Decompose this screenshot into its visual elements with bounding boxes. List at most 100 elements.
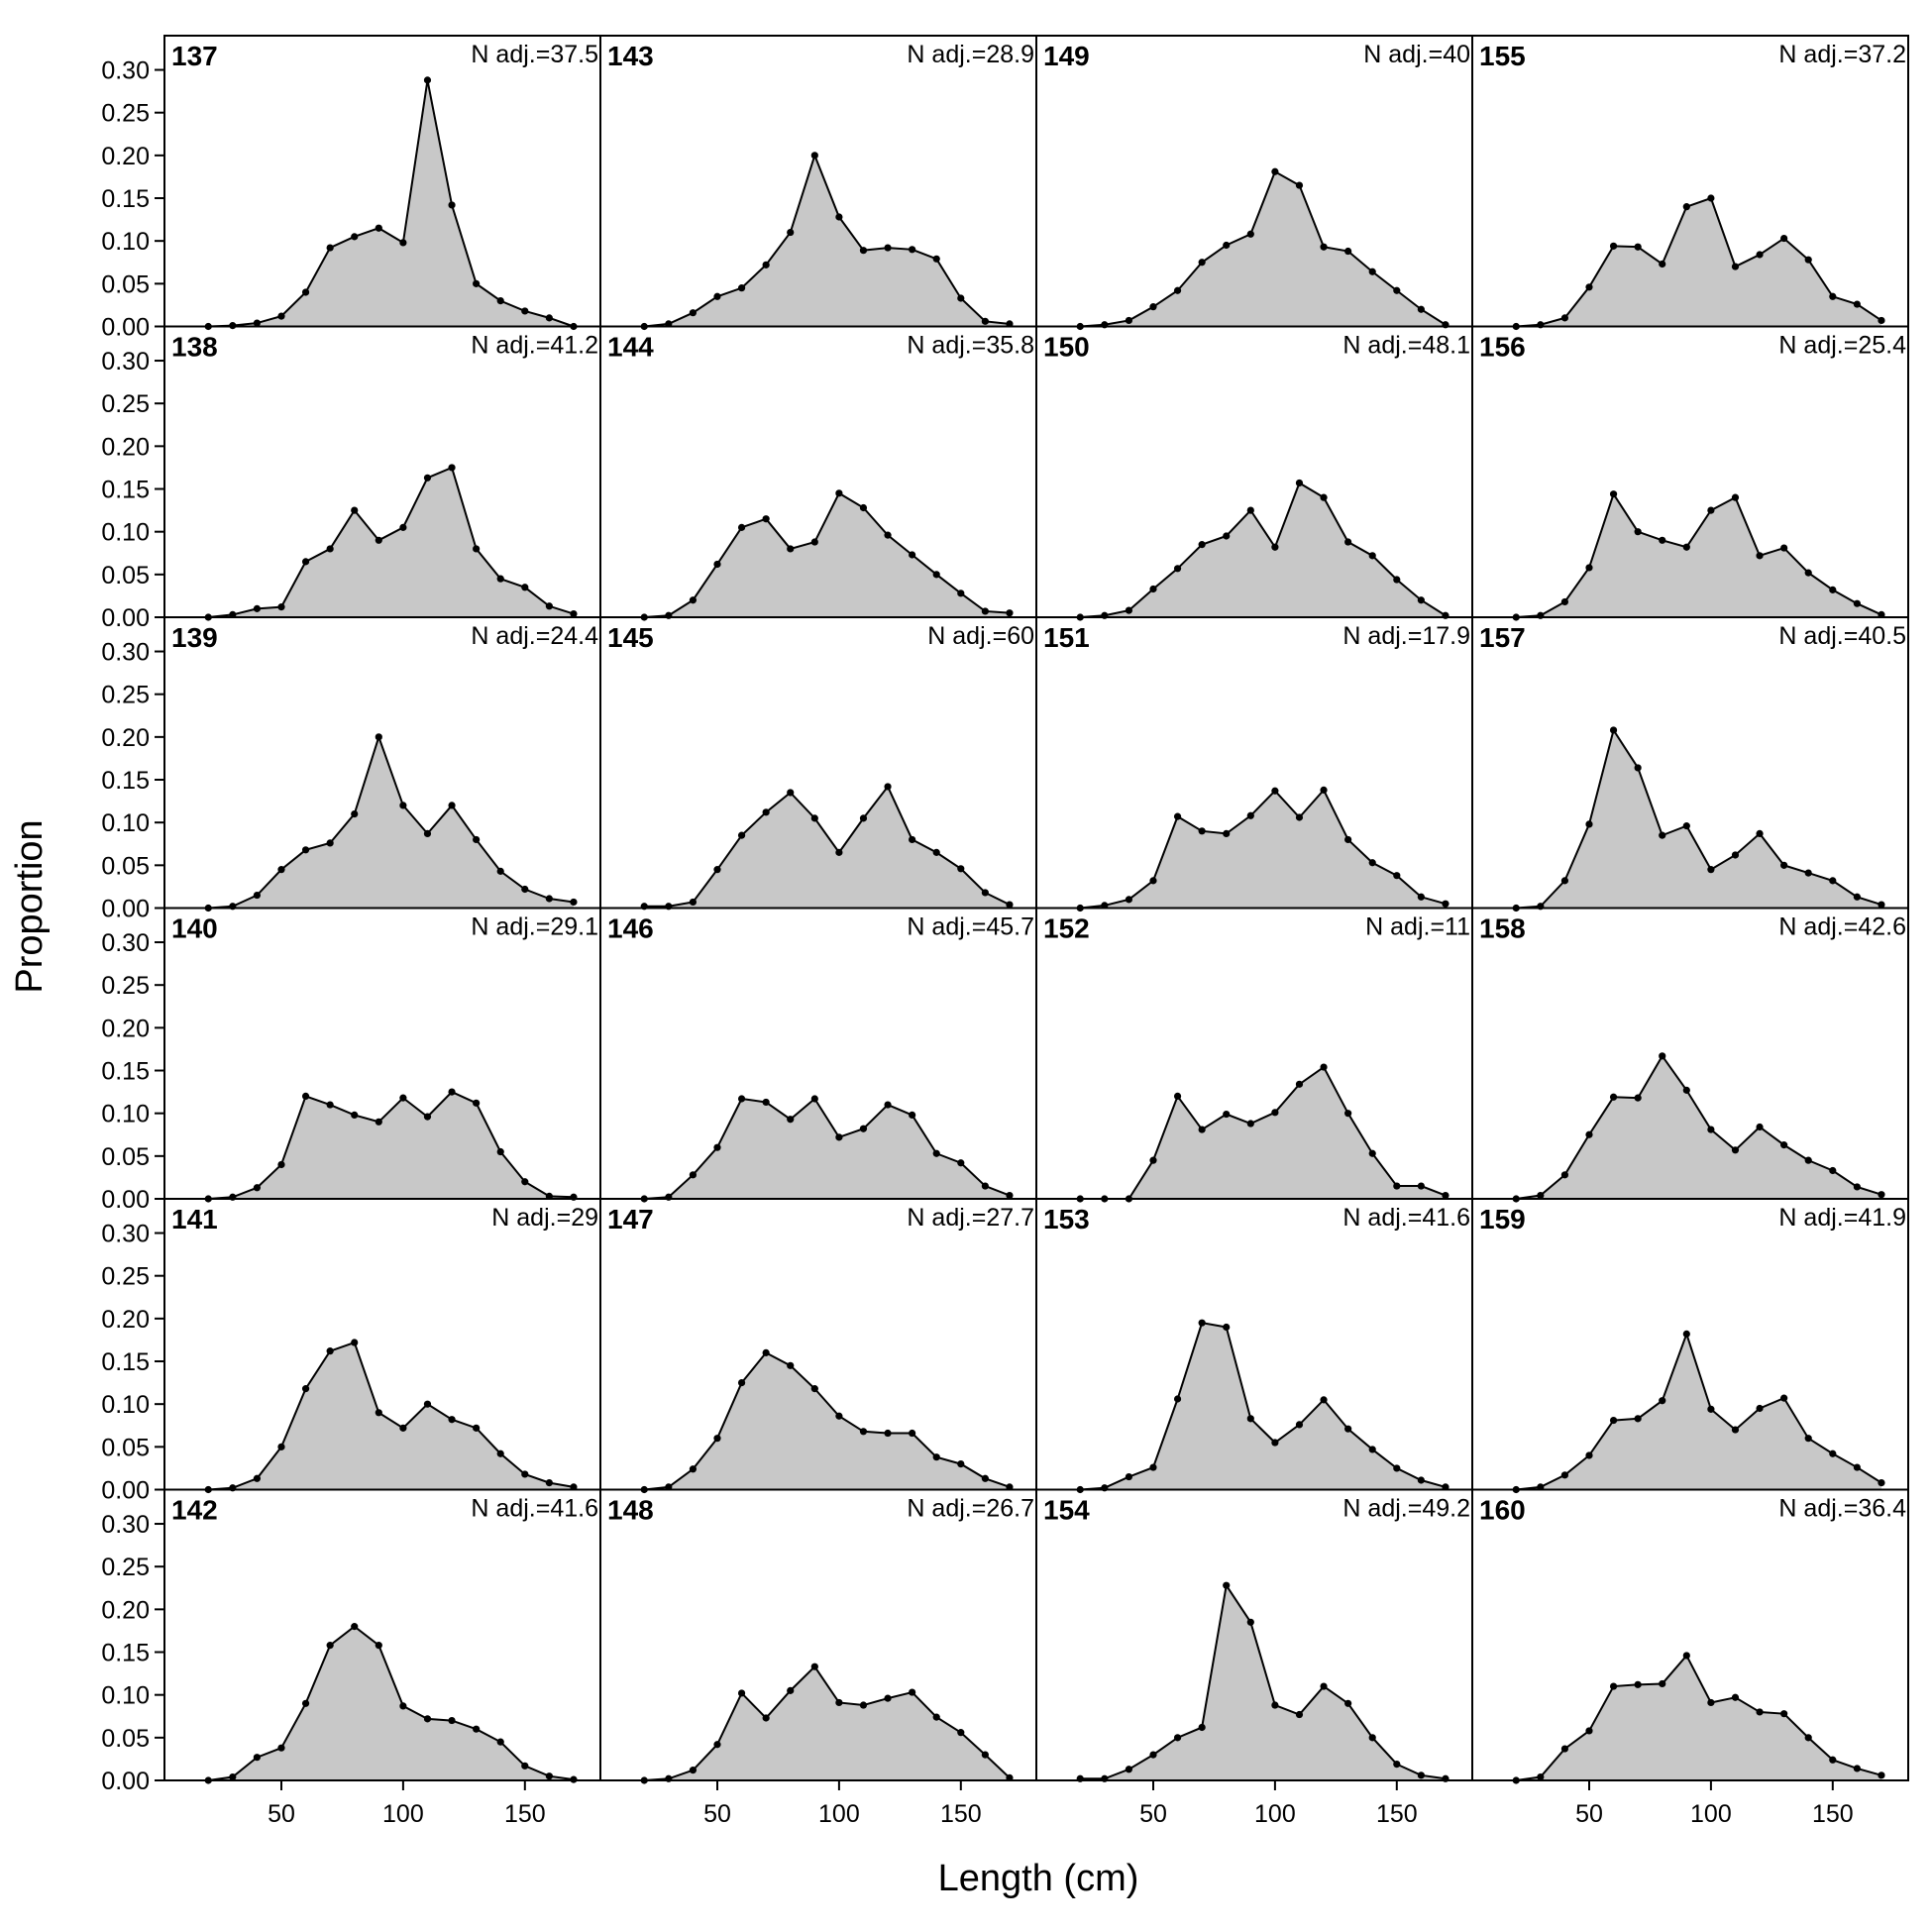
series-line xyxy=(644,1664,1011,1781)
data-point xyxy=(1173,1734,1182,1742)
area-fill xyxy=(644,155,1010,327)
y-axis-title: Proportion xyxy=(9,819,51,993)
y-tick-label: 0.05 xyxy=(101,270,150,298)
data-point xyxy=(1173,1395,1182,1403)
data-point xyxy=(277,1744,285,1752)
panel-title: 149 xyxy=(1043,41,1090,71)
data-point xyxy=(1198,259,1206,267)
data-point xyxy=(1707,1126,1715,1133)
x-axis-col-2: 50 100 150 xyxy=(703,1780,982,1828)
data-point xyxy=(1223,1110,1231,1119)
y-tick-label: 0.10 xyxy=(101,519,150,547)
area-fill xyxy=(208,1626,574,1780)
data-point xyxy=(351,1339,359,1346)
data-point xyxy=(399,1094,407,1102)
data-point xyxy=(1223,829,1231,837)
data-point xyxy=(1878,1771,1885,1779)
n-adj-label: N adj.=11 xyxy=(1365,913,1470,941)
y-tick-label: 0.05 xyxy=(101,1143,150,1171)
data-point xyxy=(1198,827,1206,835)
panel-title: 138 xyxy=(171,332,218,363)
data-point xyxy=(859,247,868,255)
data-point xyxy=(496,1147,504,1156)
data-point xyxy=(399,1424,407,1432)
data-point xyxy=(762,808,770,816)
y-tick-label: 0.25 xyxy=(101,390,150,418)
data-point xyxy=(981,317,989,325)
n-adj-label: N adj.=40 xyxy=(1363,41,1470,68)
data-point xyxy=(1634,1680,1642,1688)
data-point xyxy=(1560,1471,1569,1479)
data-point xyxy=(1246,230,1254,238)
y-tick-label: 0.30 xyxy=(101,639,150,667)
panel-146: 146 N adj.=45.7 xyxy=(599,907,1037,1203)
area-fill xyxy=(1080,171,1446,327)
y-tick-label: 0.30 xyxy=(101,1221,150,1248)
x-tick-label: 150 xyxy=(1812,1800,1854,1828)
panel-157: 157 N adj.=40.5 xyxy=(1471,616,1909,912)
data-point xyxy=(1609,726,1618,734)
data-point xyxy=(1173,286,1182,294)
y-tick-label: 0.30 xyxy=(101,1511,150,1539)
data-point xyxy=(884,1694,892,1702)
data-point xyxy=(1246,1415,1254,1423)
data-point xyxy=(1560,314,1569,322)
panel-151: 151 N adj.=17.9 xyxy=(1035,616,1473,912)
data-point xyxy=(810,1663,818,1670)
series-line xyxy=(1516,196,1882,328)
data-point xyxy=(375,1118,382,1126)
area-fill xyxy=(644,1666,1010,1780)
data-point xyxy=(1198,1319,1206,1327)
data-point xyxy=(1560,597,1569,606)
panel-145: 145 N adj.=60 xyxy=(599,616,1037,911)
data-point xyxy=(689,309,698,317)
data-point xyxy=(1173,812,1182,820)
data-point xyxy=(1295,479,1304,487)
panel-150: 150 N adj.=48.1 xyxy=(1035,325,1473,621)
data-point xyxy=(229,1772,237,1781)
area-fill xyxy=(1080,483,1446,617)
panel-title: 147 xyxy=(607,1204,654,1234)
n-adj-label: N adj.=27.7 xyxy=(907,1204,1034,1232)
n-adj-label: N adj.=35.8 xyxy=(907,332,1034,360)
data-point xyxy=(1682,543,1690,551)
data-point xyxy=(762,515,770,523)
area-fill xyxy=(208,467,574,617)
panel-154: 154 N adj.=49.2 xyxy=(1035,1488,1473,1782)
data-point xyxy=(326,1347,334,1355)
panel-title: 142 xyxy=(171,1495,218,1526)
y-tick-label: 0.00 xyxy=(101,314,150,342)
data-point xyxy=(909,1111,916,1120)
data-point xyxy=(1756,829,1764,837)
data-point xyxy=(1368,268,1376,275)
y-tick-label: 0.10 xyxy=(101,1101,150,1128)
data-point xyxy=(253,1184,262,1192)
x-tick-label: 50 xyxy=(1575,1800,1603,1828)
data-point xyxy=(1659,1679,1666,1688)
data-point xyxy=(1246,1120,1254,1127)
data-point xyxy=(1271,1701,1279,1709)
data-point xyxy=(1393,872,1401,880)
y-tick-label: 0.10 xyxy=(101,809,150,837)
data-point xyxy=(1393,1182,1401,1190)
x-tick-label: 150 xyxy=(1376,1800,1418,1828)
data-point xyxy=(1344,247,1352,256)
data-point xyxy=(399,802,407,809)
data-point xyxy=(521,1178,529,1186)
data-point xyxy=(1780,544,1788,552)
data-point xyxy=(1682,203,1690,211)
data-point xyxy=(1417,893,1425,901)
data-point xyxy=(957,1729,965,1737)
series-line xyxy=(644,1351,1011,1491)
x-tick-label: 50 xyxy=(268,1800,295,1828)
y-tick-label: 0.25 xyxy=(101,1263,150,1291)
panel-title: 153 xyxy=(1043,1204,1090,1234)
data-point xyxy=(1271,787,1279,795)
x-tick-label: 150 xyxy=(504,1800,546,1828)
data-point xyxy=(1682,1086,1690,1094)
data-point xyxy=(351,1111,359,1120)
series-line xyxy=(1080,1065,1447,1200)
data-point xyxy=(737,523,746,531)
data-point xyxy=(932,848,940,856)
series-line xyxy=(1080,482,1447,618)
